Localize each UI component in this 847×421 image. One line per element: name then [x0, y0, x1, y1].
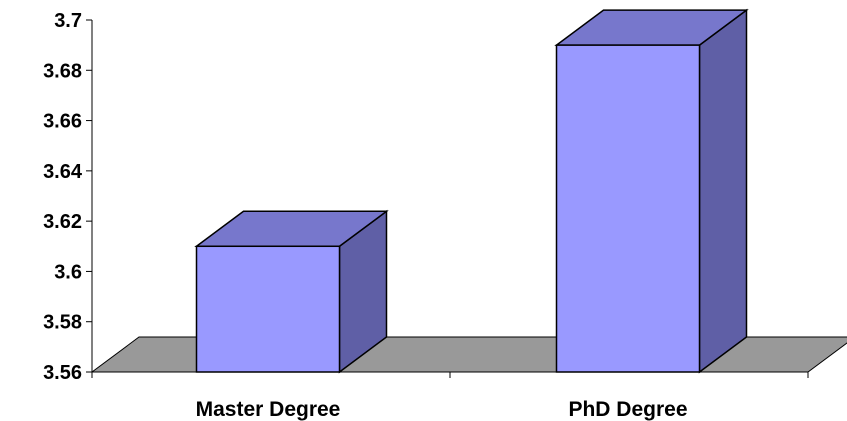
y-tick-label: 3.7 [54, 10, 82, 32]
y-tick-label: 3.56 [43, 362, 82, 384]
bar [197, 211, 387, 372]
y-tick-label: 3.58 [43, 312, 82, 334]
y-tick-label: 3.6 [54, 261, 82, 283]
y-tick-label: 3.64 [43, 161, 83, 183]
category-labels: Master Degree PhD Degree [196, 398, 688, 421]
category-label: PhD Degree [568, 398, 687, 421]
y-axis: 3.56 3.58 3.6 3.62 3.64 3.66 3.68 3.7 [43, 10, 92, 384]
y-tick-label: 3.68 [43, 60, 82, 82]
y-tick-label: 3.66 [43, 111, 82, 133]
bars [197, 10, 747, 372]
x-axis [92, 372, 808, 378]
bar-front [557, 45, 700, 372]
bar-side [700, 10, 747, 372]
category-label: Master Degree [196, 398, 341, 421]
bar-front [197, 246, 340, 372]
y-tick-label: 3.62 [43, 211, 82, 233]
bar [557, 10, 747, 372]
